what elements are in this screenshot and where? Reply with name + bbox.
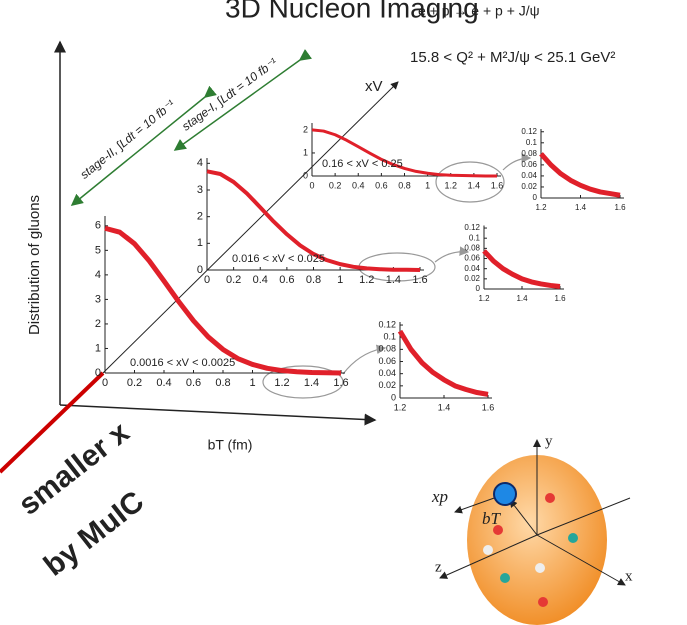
x-tick-label: 1.4 xyxy=(516,294,528,303)
proton-axis: y xyxy=(545,433,553,449)
x-tick-label: 1.2 xyxy=(394,402,407,412)
x-range-note: 0.0016 < xV < 0.0025 xyxy=(130,357,235,369)
y-tick-label: 0.08 xyxy=(378,344,396,354)
frame-axes xyxy=(0,42,398,472)
proton-label: xp xyxy=(431,487,448,506)
y-tick-label: 0.08 xyxy=(521,149,537,158)
y-tick-label: 0.02 xyxy=(464,274,480,283)
y-tick-label: 0.1 xyxy=(526,138,538,147)
y-tick-label: 0 xyxy=(391,392,396,402)
x-tick-label: 0.4 xyxy=(253,274,268,286)
x-tick-label: 1 xyxy=(249,377,255,389)
depth-label: xV xyxy=(365,78,383,95)
x-tick-label: 1.2 xyxy=(274,377,289,389)
y-tick-label: 0.02 xyxy=(521,182,537,191)
x-tick-label: 0.2 xyxy=(329,180,342,190)
y-tick-label: 0.08 xyxy=(464,243,480,252)
x-tick-label: 1.2 xyxy=(535,203,547,212)
cuts: 15.8 < Q² + M²J/ψ < 25.1 GeV² xyxy=(410,49,615,66)
slide: 3D Nucleon Imaging e + p → e + p + J/ψ 1… xyxy=(0,0,687,625)
x-tick-label: 1.2 xyxy=(444,180,457,190)
y-tick-label: 0.06 xyxy=(464,254,480,263)
y-tick-label: 2 xyxy=(303,124,308,134)
x-tick-label: 1.6 xyxy=(614,203,626,212)
y-tick-label: 0.02 xyxy=(378,380,396,390)
x-axis-label: bT (fm) xyxy=(208,437,253,453)
gluon-band xyxy=(541,154,620,195)
y-tick-label: 0.06 xyxy=(521,160,537,169)
x-tick-label: 0.4 xyxy=(352,180,365,190)
x-range-note: 0.016 < xV < 0.025 xyxy=(232,253,325,265)
x-tick-label: 1 xyxy=(425,180,430,190)
x-tick-label: 1.6 xyxy=(333,377,348,389)
proton-axis: z xyxy=(435,559,442,575)
y-tick-label: 0.06 xyxy=(378,356,396,366)
y-tick-label: 4 xyxy=(197,157,203,169)
proton-diagram xyxy=(440,440,630,625)
x-tick-label: 1.4 xyxy=(304,377,319,389)
x-tick-label: 0.8 xyxy=(215,377,230,389)
y-tick-label: 0.04 xyxy=(521,171,537,180)
x-tick-label: 1.4 xyxy=(438,402,451,412)
x-tick-label: 0.6 xyxy=(375,180,388,190)
y-tick-label: 1 xyxy=(303,147,308,157)
y-axis-label: Distribution of gluons xyxy=(26,195,43,335)
y-tick-label: 2 xyxy=(95,318,101,330)
stage-label: stage-I, ∫Ldt = 10 fb⁻¹ xyxy=(179,55,279,133)
gluon-band xyxy=(484,251,560,287)
y-tick-label: 1 xyxy=(95,342,101,354)
x-tick-label: 1.2 xyxy=(478,294,490,303)
x-tick-label: 0 xyxy=(309,180,314,190)
y-tick-label: 0.04 xyxy=(464,264,480,273)
y-tick-label: 4 xyxy=(95,269,101,281)
gluon-band xyxy=(400,331,488,394)
y-tick-label: 5 xyxy=(95,244,101,256)
reaction: e + p → e + p + J/ψ xyxy=(418,3,540,19)
x-tick-label: 0.6 xyxy=(186,377,201,389)
x-tick-label: 1.6 xyxy=(554,294,566,303)
x-tick-label: 1 xyxy=(337,274,343,286)
y-tick-label: 0.12 xyxy=(378,319,396,329)
x-tick-label: 0.2 xyxy=(127,377,142,389)
x-range-note: 0.16 < xV < 0.25 xyxy=(322,158,403,170)
x-tick-label: 1.4 xyxy=(575,203,587,212)
x-tick-label: 0.8 xyxy=(398,180,411,190)
x-tick-label: 0 xyxy=(102,377,108,389)
y-tick-label: 0 xyxy=(476,284,481,293)
y-tick-label: 0.1 xyxy=(383,332,396,342)
x-tick-label: 1.2 xyxy=(359,274,374,286)
x-tick-label: 0.2 xyxy=(226,274,241,286)
y-tick-label: 0 xyxy=(533,193,538,202)
y-tick-label: 0 xyxy=(95,367,101,379)
x-tick-label: 0.4 xyxy=(156,377,171,389)
x-tick-label: 1.6 xyxy=(482,402,495,412)
y-tick-label: 0.1 xyxy=(469,233,481,242)
x-tick-label: 1.4 xyxy=(468,180,481,190)
x-tick-label: 1.4 xyxy=(386,274,401,286)
x-tick-label: 0.6 xyxy=(279,274,294,286)
y-tick-label: 0 xyxy=(303,170,308,180)
x-tick-label: 1.6 xyxy=(412,274,427,286)
y-tick-label: 0.12 xyxy=(521,127,537,136)
y-tick-label: 3 xyxy=(95,293,101,305)
y-tick-label: 2 xyxy=(197,211,203,223)
x-tick-label: 0.8 xyxy=(306,274,321,286)
proton-axis: x xyxy=(625,568,633,584)
y-tick-label: 1 xyxy=(197,237,203,249)
y-tick-label: 6 xyxy=(95,220,101,232)
y-tick-label: 0.04 xyxy=(378,368,396,378)
y-tick-label: 0 xyxy=(197,264,203,276)
stage-label: stage-II, ∫Ldt = 10 fb⁻¹ xyxy=(77,97,177,182)
x-tick-label: 0 xyxy=(204,274,210,286)
proton-label: bT xyxy=(482,509,502,528)
x-tick-label: 1.6 xyxy=(491,180,504,190)
y-tick-label: 0.12 xyxy=(464,223,480,232)
y-tick-label: 3 xyxy=(197,184,203,196)
